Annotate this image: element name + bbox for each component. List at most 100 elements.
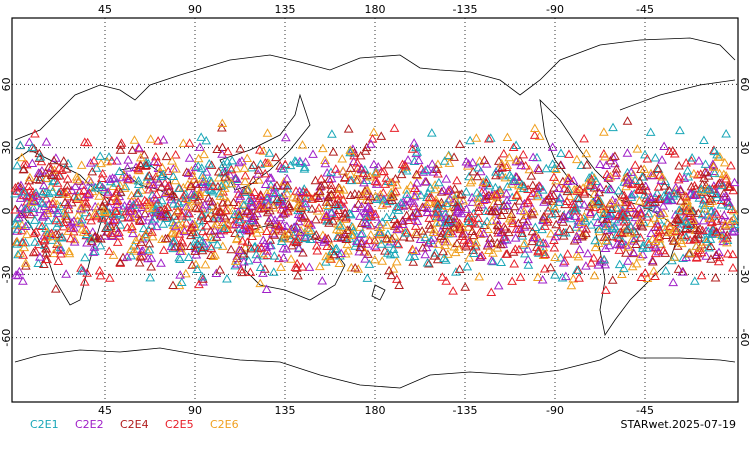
observation-marker bbox=[269, 251, 280, 260]
observation-marker bbox=[463, 158, 474, 168]
observation-marker bbox=[46, 170, 57, 180]
observation-marker bbox=[141, 157, 151, 167]
observation-marker bbox=[133, 175, 144, 185]
observation-marker bbox=[410, 221, 421, 230]
observation-marker bbox=[112, 228, 123, 237]
observation-marker bbox=[673, 264, 684, 273]
observation-marker bbox=[126, 244, 137, 254]
observation-marker bbox=[76, 160, 87, 169]
observation-marker bbox=[275, 212, 286, 222]
observation-marker bbox=[520, 248, 530, 258]
observation-marker bbox=[705, 194, 716, 203]
observation-marker bbox=[614, 259, 625, 269]
observation-marker bbox=[455, 224, 466, 234]
observation-marker bbox=[549, 172, 559, 181]
observation-marker bbox=[193, 153, 204, 163]
observation-marker bbox=[424, 197, 435, 207]
observation-marker bbox=[636, 272, 647, 281]
observation-marker bbox=[409, 191, 420, 201]
observation-marker bbox=[177, 193, 188, 202]
observation-marker bbox=[600, 221, 611, 231]
observation-marker bbox=[479, 155, 490, 164]
observation-marker bbox=[243, 255, 254, 265]
observation-marker bbox=[331, 243, 342, 253]
observation-marker bbox=[373, 162, 384, 171]
observation-marker bbox=[482, 216, 492, 226]
observation-marker bbox=[167, 189, 178, 199]
observation-marker bbox=[622, 196, 632, 205]
observation-marker bbox=[289, 236, 299, 246]
observation-marker bbox=[220, 205, 231, 215]
observation-marker bbox=[25, 172, 35, 182]
observation-marker bbox=[199, 238, 209, 248]
observation-marker bbox=[336, 248, 347, 257]
observation-marker bbox=[43, 188, 54, 198]
observation-marker bbox=[445, 228, 455, 237]
observation-marker bbox=[376, 131, 387, 140]
observation-marker bbox=[660, 176, 670, 185]
observation-marker bbox=[493, 196, 504, 206]
observation-marker bbox=[63, 204, 74, 214]
observation-marker bbox=[563, 172, 573, 182]
observation-marker bbox=[567, 199, 578, 209]
observation-marker bbox=[409, 183, 420, 193]
observation-marker bbox=[365, 207, 376, 216]
observation-marker bbox=[97, 173, 107, 183]
observation-marker bbox=[91, 163, 102, 172]
observation-marker bbox=[422, 164, 433, 173]
observation-marker bbox=[631, 258, 642, 268]
observation-marker bbox=[339, 173, 350, 182]
observation-marker bbox=[86, 215, 96, 225]
observation-marker bbox=[22, 229, 32, 239]
observation-marker bbox=[337, 154, 348, 163]
observation-marker bbox=[433, 239, 444, 248]
observation-marker bbox=[486, 255, 497, 265]
observation-marker bbox=[677, 267, 688, 276]
lon-tick-label: 90 bbox=[188, 3, 202, 16]
observation-marker bbox=[540, 249, 551, 259]
observation-marker bbox=[339, 229, 350, 238]
observation-marker bbox=[457, 231, 468, 240]
observation-marker bbox=[204, 158, 215, 168]
observation-marker bbox=[605, 171, 616, 181]
observation-marker bbox=[434, 177, 444, 187]
observation-marker bbox=[218, 159, 229, 169]
observation-marker bbox=[227, 155, 238, 165]
observation-marker bbox=[310, 175, 321, 185]
observation-marker bbox=[590, 242, 601, 252]
observation-marker bbox=[463, 216, 474, 226]
observation-marker bbox=[141, 197, 152, 207]
observation-marker bbox=[470, 241, 481, 251]
observation-marker bbox=[496, 257, 507, 266]
observation-marker bbox=[245, 209, 255, 218]
observation-marker bbox=[611, 168, 622, 177]
observation-marker bbox=[523, 195, 533, 205]
observation-marker bbox=[188, 227, 198, 237]
observation-marker bbox=[38, 180, 49, 190]
observation-marker bbox=[504, 213, 515, 223]
observation-marker bbox=[144, 199, 155, 208]
observation-marker bbox=[471, 237, 482, 247]
observation-marker bbox=[558, 217, 568, 226]
observation-marker bbox=[31, 188, 41, 197]
observation-marker bbox=[504, 170, 515, 179]
observation-marker bbox=[208, 181, 218, 190]
observation-marker bbox=[701, 234, 712, 243]
observation-marker bbox=[276, 236, 287, 246]
observation-marker bbox=[675, 215, 686, 225]
observation-marker bbox=[603, 172, 614, 182]
observation-marker bbox=[104, 202, 115, 211]
lon-tick-label: -90 bbox=[546, 404, 564, 417]
observation-marker bbox=[478, 177, 489, 186]
observation-marker bbox=[354, 246, 365, 256]
observation-marker bbox=[49, 165, 60, 174]
observation-marker bbox=[323, 201, 334, 211]
observation-marker bbox=[441, 276, 452, 285]
observation-marker bbox=[317, 143, 328, 153]
observation-marker bbox=[581, 148, 592, 158]
observation-marker bbox=[574, 244, 585, 254]
observation-marker bbox=[41, 137, 52, 146]
observation-marker bbox=[697, 225, 708, 235]
observation-marker bbox=[74, 217, 85, 227]
